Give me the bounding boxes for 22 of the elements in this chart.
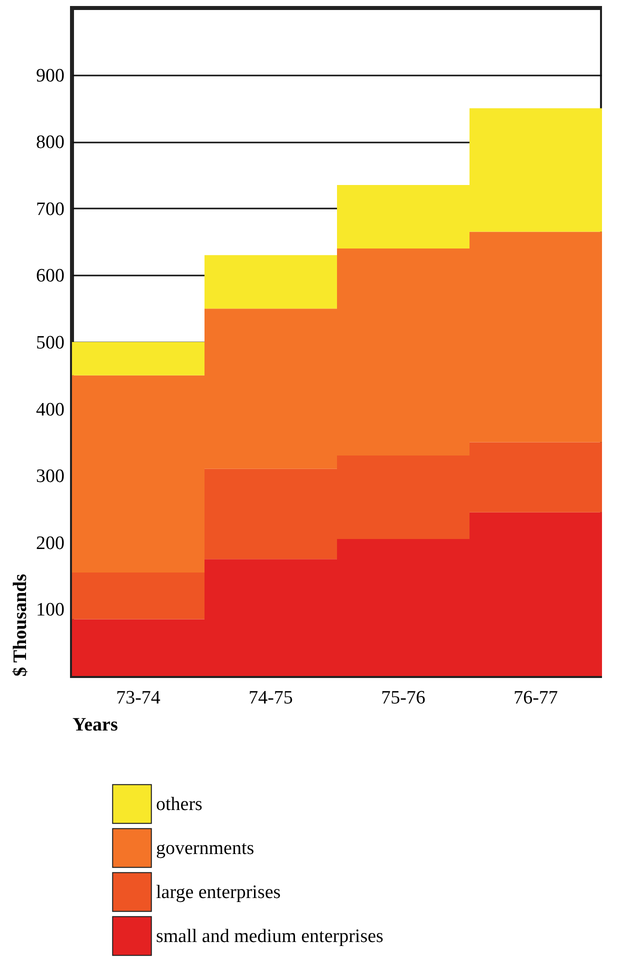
- y-tick-label: 200: [36, 532, 64, 554]
- y-tick-label: 100: [36, 600, 64, 621]
- y-tick-label: 600: [36, 266, 64, 287]
- legend-label: governments: [156, 838, 254, 859]
- legend-label: small and medium enterprises: [156, 926, 384, 947]
- bar: [72, 572, 204, 620]
- x-tick-label: 74-75: [248, 688, 293, 708]
- x-axis-title: Years: [72, 714, 118, 736]
- bar: [204, 255, 337, 309]
- x-tick-label: 76-77: [514, 688, 558, 708]
- y-tick-label: 400: [36, 399, 64, 420]
- y-tick-label: 500: [36, 332, 64, 354]
- legend-label: others: [156, 794, 202, 815]
- y-tick-label: 700: [36, 198, 64, 220]
- legend-label: large enterprises: [156, 882, 281, 903]
- y-tick-label: 800: [36, 132, 64, 154]
- y-tick-label: 300: [36, 466, 64, 488]
- bar: [72, 342, 204, 376]
- y-axis-title: $ Thousands: [10, 574, 31, 676]
- x-tick-label: 73-74: [116, 688, 161, 708]
- y-tick-label: 900: [36, 65, 64, 86]
- x-tick-label: 75-76: [381, 688, 426, 708]
